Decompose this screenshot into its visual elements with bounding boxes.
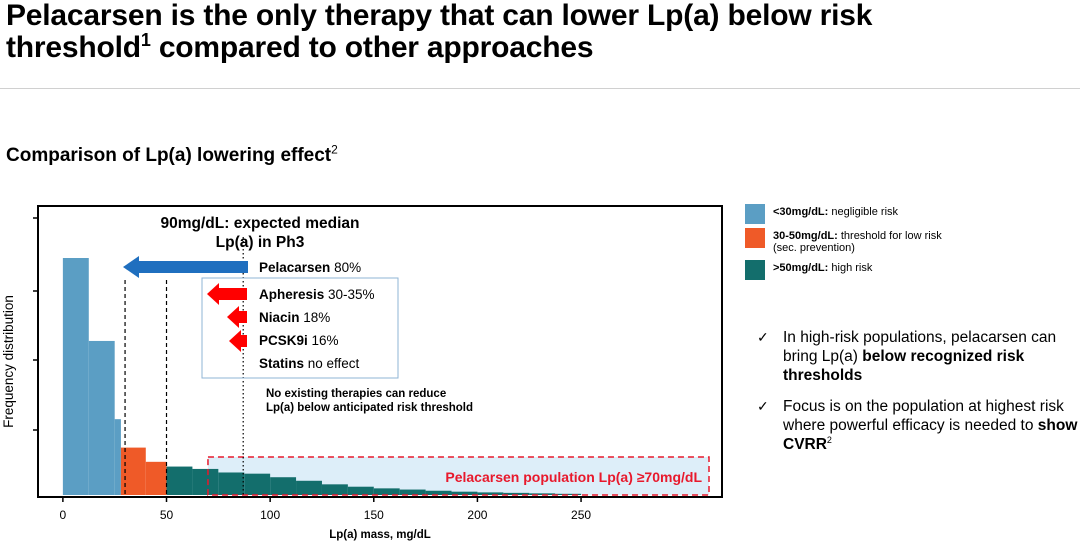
x-tick-label: 200 bbox=[467, 508, 487, 522]
therapy-apheresis-label: Apheresis 30-35% bbox=[259, 287, 375, 302]
x-tick-label: 100 bbox=[260, 508, 280, 522]
population-highlight-box bbox=[207, 456, 710, 496]
legend-low-text: negligible risk bbox=[828, 206, 899, 218]
legend-low-bold: <30mg/dL: bbox=[773, 206, 829, 218]
lpa-distribution-chart: Pelacarsen population Lp(a) ≥70mg/dL 0 50 1… bbox=[1, 205, 723, 541]
key-point-1: ✓ In high-risk populations, pelacarsen c… bbox=[757, 328, 1080, 385]
niacin-arrow-head bbox=[227, 306, 239, 328]
therapy-pelacarsen-label: Pelacarsen 80% bbox=[259, 260, 361, 275]
apheresis-arrow-head bbox=[207, 283, 219, 305]
key-point-2: ✓ Focus is on the population at highest … bbox=[757, 397, 1080, 454]
checkmark-icon: ✓ bbox=[757, 329, 769, 345]
therapy-statins-label: Statins no effect bbox=[259, 356, 360, 371]
legend-high-text: high risk bbox=[828, 262, 873, 274]
legend-swatch-low bbox=[745, 204, 765, 224]
therapy-comparison-box bbox=[201, 277, 399, 379]
histogram-bar bbox=[451, 491, 478, 495]
histogram-bar bbox=[425, 490, 452, 495]
pelacarsen-arrow-shaft bbox=[137, 261, 248, 273]
histogram-bar bbox=[399, 489, 426, 495]
histogram-bar bbox=[270, 477, 297, 495]
therapy-niacin-label: Niacin 18% bbox=[259, 310, 330, 325]
median-label-line-1: 90mg/dL: expected median bbox=[161, 215, 360, 232]
x-tick-label: 250 bbox=[571, 508, 591, 522]
histogram-bar bbox=[555, 493, 582, 495]
legend-swatch-high bbox=[745, 260, 765, 280]
key-point-2-text: Focus is on the population at highest ri… bbox=[783, 398, 1064, 434]
title-footnote-marker: 1 bbox=[140, 30, 151, 50]
title-line-2b: compared to other approaches bbox=[150, 31, 594, 64]
title-divider bbox=[0, 88, 1080, 89]
histogram-bar bbox=[529, 493, 556, 495]
therapy-pcsk9i-label: PCSK9i 16% bbox=[259, 333, 339, 348]
slide-title: Pelacarsen is the only therapy that can … bbox=[6, 0, 1076, 64]
plot-frame bbox=[37, 205, 723, 498]
title-line-1: Pelacarsen is the only therapy that can … bbox=[6, 0, 873, 32]
histogram-bar bbox=[218, 472, 245, 495]
legend-mid-text: threshold for low risk (sec. prevention) bbox=[773, 230, 942, 254]
histogram-bar bbox=[296, 480, 322, 495]
checkmark-icon: ✓ bbox=[757, 398, 769, 414]
histogram-bar bbox=[192, 468, 219, 495]
subtitle-text: Comparison of Lp(a) lowering effect bbox=[6, 145, 332, 166]
histogram-bar bbox=[88, 340, 115, 495]
histogram-bar bbox=[347, 486, 374, 495]
population-label: Pelacarsen population Lp(a) ≥70mg/dL bbox=[445, 469, 702, 485]
histogram-bar bbox=[477, 492, 504, 495]
apheresis-arrow-shaft bbox=[217, 288, 247, 300]
title-line-2a: threshold bbox=[6, 31, 141, 64]
key-point-1-bold: below recognized risk thresholds bbox=[783, 348, 1025, 384]
y-axis-label: Frequency distribution bbox=[1, 295, 16, 428]
pcsk9i-arrow-shaft bbox=[239, 335, 247, 347]
note-line-2: Lp(a) below anticipated risk threshold bbox=[266, 402, 473, 414]
subtitle-footnote-marker: 2 bbox=[331, 142, 338, 157]
histogram-bar bbox=[321, 484, 348, 495]
chart-subtitle: Comparison of Lp(a) lowering effect2 bbox=[6, 142, 338, 167]
histogram-bar bbox=[114, 419, 121, 495]
niacin-arrow-shaft bbox=[237, 311, 247, 323]
histogram-bar bbox=[373, 488, 400, 495]
key-points: ✓ In high-risk populations, pelacarsen c… bbox=[757, 328, 1080, 466]
x-tick-label: 0 bbox=[60, 508, 67, 522]
key-point-2-bold: show CVRR bbox=[783, 417, 1078, 453]
histogram-bar bbox=[145, 461, 167, 495]
histogram-bar bbox=[244, 473, 271, 495]
histogram-bar bbox=[166, 466, 193, 495]
x-axis-label: Lp(a) mass, mg/dL bbox=[329, 529, 431, 541]
x-tick-label: 150 bbox=[364, 508, 384, 522]
histogram-bar bbox=[503, 492, 530, 495]
note-line-1: No existing therapies can reduce bbox=[266, 388, 446, 400]
histogram-bar bbox=[62, 258, 89, 495]
legend-high-bold: >50mg/dL: bbox=[773, 262, 829, 274]
x-tick-label: 50 bbox=[160, 508, 174, 522]
pcsk9i-arrow-head bbox=[229, 330, 241, 352]
key-point-1-text: In high-risk populations, pelacarsen can… bbox=[783, 329, 1057, 365]
median-label-line-2: Lp(a) in Ph3 bbox=[216, 234, 305, 251]
key-point-2-footnote-marker: 2 bbox=[826, 434, 832, 445]
legend-swatch-mid bbox=[745, 228, 765, 248]
legend-mid-bold: 30-50mg/dL: bbox=[773, 230, 838, 242]
pelacarsen-arrow-head bbox=[123, 256, 139, 278]
